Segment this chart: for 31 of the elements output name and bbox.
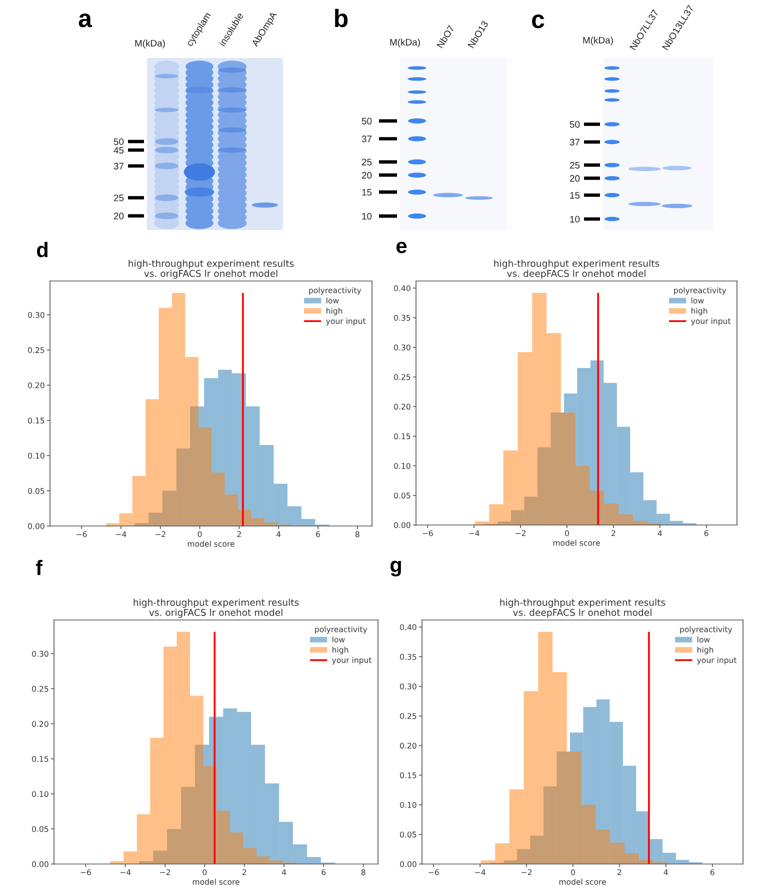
y-tick-label: 37 [114, 162, 124, 170]
y-tick-label: 20 [114, 212, 124, 220]
y-tick-label: 20 [570, 175, 580, 182]
y-tick-label: 10 [362, 212, 372, 220]
y-tick-label: 50 [114, 138, 124, 146]
chart-title: high-throughput experiment results vs. origFACS lr onehot model [134, 598, 299, 618]
y-tick-label: 25 [362, 158, 372, 166]
y-tick-label: 45 [114, 146, 124, 154]
y-tick-label: 10 [570, 216, 580, 223]
chart-title: high-throughput experiment results vs. deepFACS lr onehot model [494, 260, 660, 279]
y-tick-label: 25 [570, 162, 580, 169]
y-tick-label: 50 [362, 118, 372, 124]
text: a [78, 14, 92, 28]
y-tick-label: 50 [570, 121, 580, 128]
chart-title: high-throughput experiment results vs. deepFACS lr onehot model [500, 598, 666, 618]
text: e [396, 242, 407, 254]
y-tick-label: 37 [570, 138, 580, 146]
y-tick-label: 25 [114, 194, 124, 202]
text: f [36, 560, 43, 575]
y-axis-title: M(kDa) [135, 40, 165, 48]
text: b [335, 8, 348, 28]
text: g [390, 560, 401, 576]
y-axis-title: M(kDa) [390, 38, 420, 48]
y-tick-label: 37 [362, 136, 372, 142]
text: c [532, 14, 544, 28]
chart-title: high-throughput experiment results vs. origFACS lr onehot model [128, 260, 294, 279]
y-axis-title: M(kDa) [583, 36, 613, 46]
y-tick-label: 15 [362, 189, 372, 196]
y-tick-label: 20 [362, 172, 372, 179]
text: d [36, 242, 48, 258]
y-tick-label: 15 [570, 192, 580, 199]
